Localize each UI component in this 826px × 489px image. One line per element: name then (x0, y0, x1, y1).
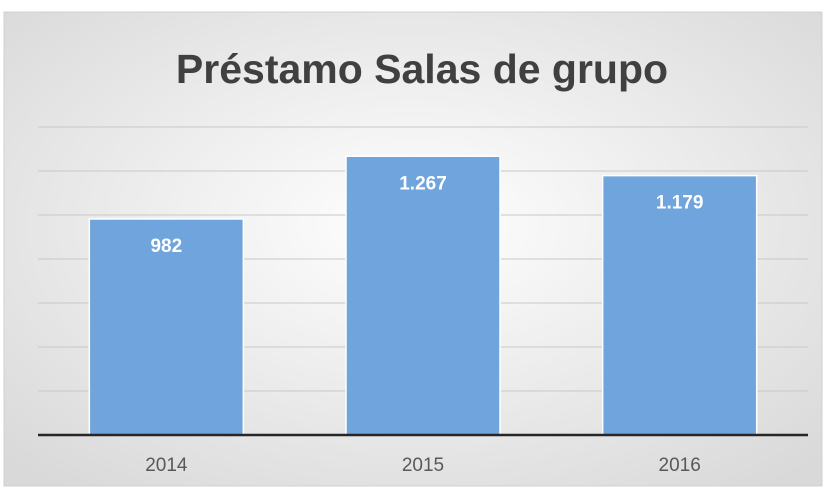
x-tick-label: 2016 (659, 455, 701, 476)
chart-title: Préstamo Salas de grupo (176, 46, 668, 92)
bar (601, 174, 758, 436)
data-label: 1.179 (656, 193, 704, 214)
data-label: 1.267 (399, 173, 447, 194)
x-tick-label: 2015 (402, 455, 444, 476)
bar (345, 155, 501, 436)
bar (88, 218, 245, 436)
data-label: 982 (150, 236, 182, 257)
x-tick-label: 2014 (145, 455, 188, 476)
